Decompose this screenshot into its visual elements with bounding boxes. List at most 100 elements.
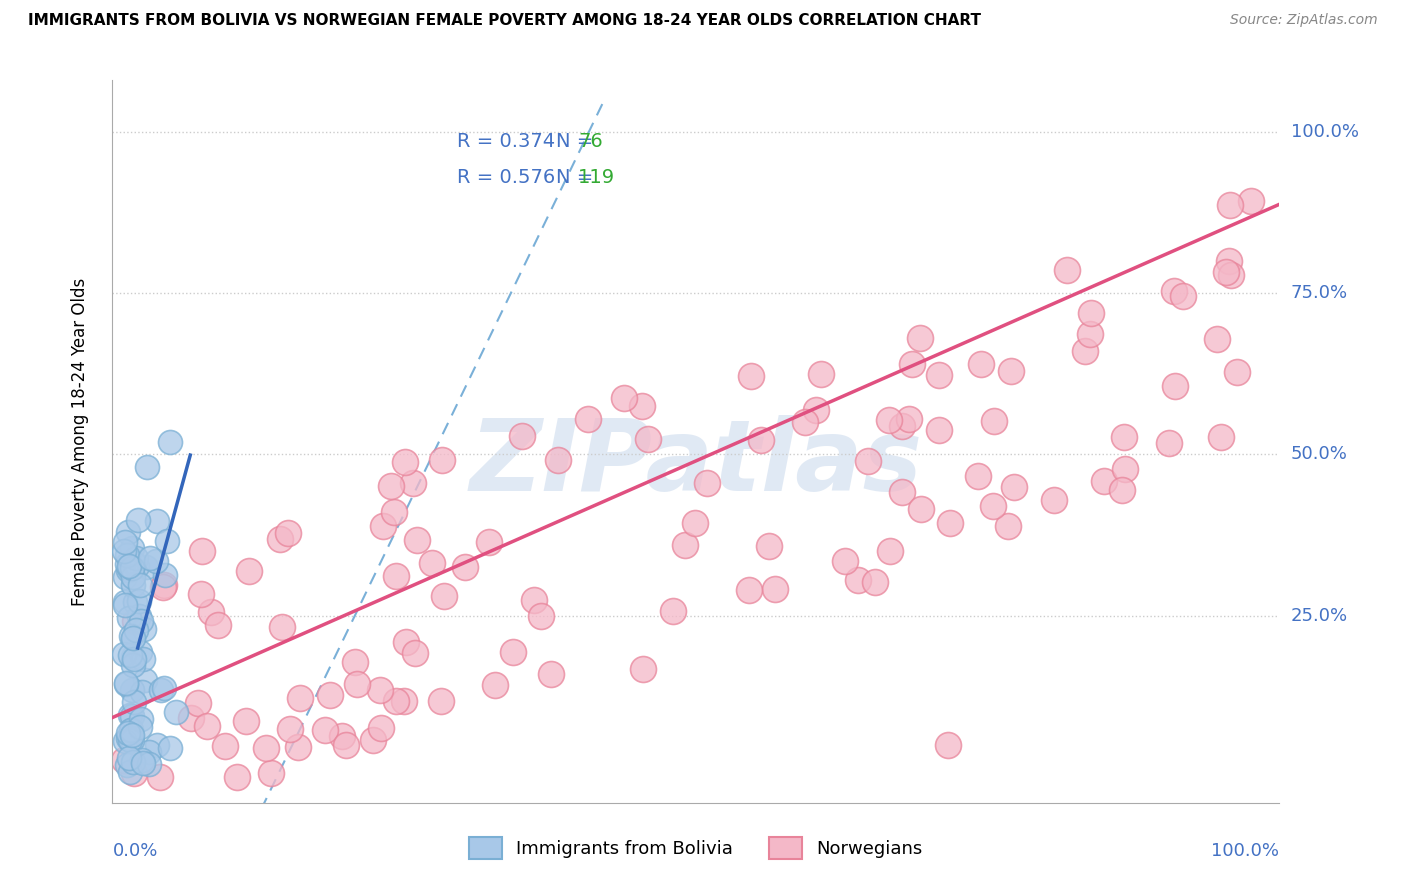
Point — [121, 682, 143, 697]
Point — [153, 578, 176, 592]
Point — [128, 720, 150, 734]
Point — [200, 605, 222, 619]
Point — [190, 544, 212, 558]
Point — [149, 683, 172, 698]
Point — [117, 525, 139, 540]
Point — [146, 514, 169, 528]
Point — [673, 538, 696, 552]
Point — [794, 415, 817, 429]
Point — [115, 758, 138, 772]
Point — [901, 357, 924, 371]
Point — [877, 413, 900, 427]
Point — [115, 677, 138, 691]
Point — [122, 631, 145, 645]
Point — [114, 534, 136, 549]
Point — [134, 673, 156, 687]
Text: 25.0%: 25.0% — [1291, 607, 1348, 624]
Point — [124, 551, 146, 566]
Point — [637, 432, 659, 446]
Point — [763, 582, 786, 597]
Point — [125, 623, 148, 637]
Point — [380, 479, 402, 493]
Text: R = 0.374: R = 0.374 — [457, 132, 555, 152]
Point — [314, 723, 336, 737]
Point — [121, 561, 143, 575]
Point — [115, 557, 138, 571]
Point — [114, 734, 136, 748]
Text: 76: 76 — [578, 132, 603, 152]
Point — [530, 609, 553, 624]
Point — [124, 595, 146, 609]
Text: 50.0%: 50.0% — [1291, 445, 1347, 464]
Point — [152, 681, 174, 695]
Point — [115, 548, 138, 562]
Point — [484, 678, 506, 692]
Point — [373, 519, 395, 533]
Point — [254, 740, 277, 755]
Point — [478, 535, 501, 549]
Point — [260, 765, 283, 780]
Point — [127, 512, 149, 526]
Point — [343, 655, 366, 669]
Point — [117, 563, 139, 577]
Point — [1219, 198, 1241, 212]
Point — [187, 696, 209, 710]
Point — [908, 331, 931, 345]
Point — [910, 502, 932, 516]
Point — [1157, 435, 1180, 450]
Point — [120, 723, 142, 738]
Point — [394, 455, 416, 469]
Point — [112, 647, 135, 661]
Point — [540, 667, 562, 681]
Text: R = 0.576: R = 0.576 — [457, 169, 555, 187]
Point — [120, 733, 142, 747]
Point — [510, 429, 533, 443]
Y-axis label: Female Poverty Among 18-24 Year Olds: Female Poverty Among 18-24 Year Olds — [70, 277, 89, 606]
Point — [402, 476, 425, 491]
Point — [128, 593, 150, 607]
Point — [114, 598, 136, 612]
Point — [738, 583, 761, 598]
Point — [863, 575, 886, 590]
Point — [135, 559, 157, 574]
Point — [454, 559, 477, 574]
Point — [124, 614, 146, 628]
Point — [117, 726, 139, 740]
Point — [1112, 430, 1135, 444]
Point — [146, 738, 169, 752]
Point — [430, 693, 453, 707]
Point — [1218, 254, 1240, 268]
Point — [1080, 306, 1102, 320]
Point — [1114, 462, 1136, 476]
Point — [1094, 474, 1116, 488]
Point — [420, 557, 443, 571]
Point — [270, 619, 292, 633]
Point — [120, 648, 142, 662]
Point — [125, 559, 148, 574]
Point — [502, 644, 524, 658]
Point — [238, 564, 260, 578]
Text: 119: 119 — [578, 169, 616, 187]
Point — [1163, 285, 1185, 299]
Point — [749, 434, 772, 448]
Text: ZIPatlas: ZIPatlas — [470, 415, 922, 512]
Point — [1164, 379, 1187, 393]
Text: Source: ZipAtlas.com: Source: ZipAtlas.com — [1230, 13, 1378, 28]
Point — [810, 368, 832, 382]
Point — [370, 683, 392, 698]
Point — [114, 569, 136, 583]
Point — [936, 738, 959, 752]
Point — [190, 586, 212, 600]
Point — [740, 369, 762, 384]
Point — [983, 414, 1005, 428]
Point — [121, 541, 143, 555]
Point — [112, 543, 135, 558]
Text: N =: N = — [555, 169, 599, 187]
Point — [145, 554, 167, 568]
Point — [132, 622, 155, 636]
Point — [122, 652, 145, 666]
Point — [122, 765, 145, 780]
Point — [613, 391, 636, 405]
Point — [361, 732, 384, 747]
Point — [135, 460, 157, 475]
